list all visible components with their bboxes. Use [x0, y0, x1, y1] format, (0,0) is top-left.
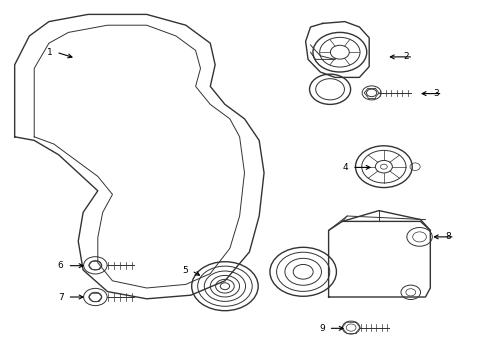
Text: 7: 7 [58, 292, 63, 302]
Text: 1: 1 [46, 48, 52, 57]
Text: 3: 3 [432, 89, 438, 98]
Text: 2: 2 [403, 52, 408, 61]
Text: 8: 8 [444, 233, 450, 241]
Text: 4: 4 [342, 163, 347, 172]
Text: 6: 6 [58, 261, 63, 270]
Text: 9: 9 [318, 324, 324, 333]
Text: 5: 5 [182, 266, 187, 275]
